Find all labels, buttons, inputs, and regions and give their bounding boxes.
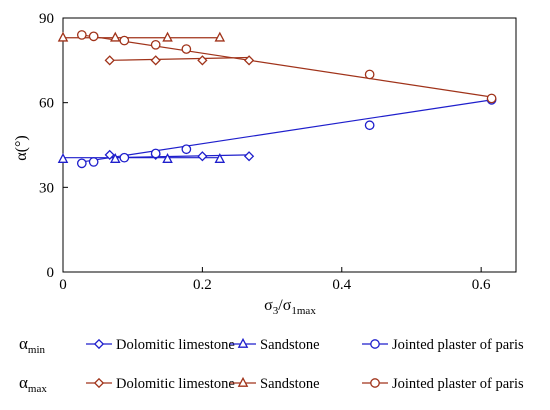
legend-group-sub: min: [28, 344, 46, 356]
legend-group-label: αmax: [19, 373, 47, 395]
x-tick-label: 0: [59, 277, 67, 293]
data-point: [197, 151, 208, 162]
legend-entry-label: Sandstone: [260, 337, 320, 353]
axis-ticks: 0 0.2 0.4 0.6 0 30 60 90: [39, 11, 491, 293]
x-axis-title-sub: 1max: [291, 305, 316, 317]
data-point: [181, 144, 192, 155]
x-tick-label: 0.4: [332, 277, 351, 293]
y-tick-label: 30: [39, 180, 54, 196]
y-tick-label: 0: [47, 265, 55, 281]
x-axis-title: σ3/σ1max: [264, 297, 316, 317]
fit-line: [81, 34, 492, 98]
data-point: [109, 31, 121, 42]
fit-line: [81, 99, 492, 163]
legend-marker: [237, 337, 249, 348]
legend-group-label: αmin: [19, 334, 46, 356]
legend-marker: [370, 339, 380, 349]
data-point: [486, 93, 497, 104]
data-point: [243, 151, 255, 162]
fit-lines: [63, 34, 492, 163]
data-point: [76, 158, 87, 169]
x-axis-title-sub: 3: [273, 305, 279, 317]
y-axis-title: α(°): [13, 135, 30, 160]
legend-marker: [93, 338, 105, 350]
data-point: [364, 120, 375, 131]
x-axis-title-part: /σ: [278, 297, 291, 314]
data-point: [109, 153, 121, 163]
data-point: [162, 153, 173, 163]
x-axis-label: σ3/σ1max: [264, 297, 316, 317]
data-point: [57, 31, 69, 42]
data-point: [150, 148, 161, 159]
legend-group-symbol: α: [19, 373, 28, 392]
legend-entry-label: Dolomitic limestone: [116, 376, 235, 392]
data-point: [197, 55, 208, 66]
data-point: [88, 31, 99, 42]
data-markers: [57, 30, 497, 169]
data-point: [104, 55, 115, 66]
y-tick-label: 60: [39, 96, 54, 112]
plot-frame: [62, 17, 517, 273]
data-point: [119, 152, 130, 163]
data-point: [243, 55, 255, 66]
data-point: [181, 44, 192, 54]
legend: αmin Dolomitic limestone Sandstone Jointed …: [19, 334, 524, 395]
data-point: [57, 153, 69, 163]
legend-group-sub: max: [28, 383, 47, 395]
y-tick-label: 90: [39, 11, 54, 27]
data-point: [364, 69, 375, 80]
legend-marker: [237, 376, 249, 387]
legend-entry-label: Jointed plaster of paris: [392, 337, 524, 353]
data-point: [150, 55, 161, 66]
x-tick-label: 0.6: [472, 277, 491, 293]
data-point: [119, 35, 130, 46]
data-point: [150, 39, 161, 50]
data-point: [214, 153, 226, 163]
x-axis-title-part: σ: [264, 297, 273, 314]
data-point: [162, 31, 173, 42]
fit-line: [109, 56, 250, 61]
legend-group-symbol: α: [19, 334, 28, 353]
legend-entry-label: Jointed plaster of paris: [392, 376, 524, 392]
legend-entry-label: Sandstone: [260, 376, 320, 392]
data-point: [214, 31, 226, 42]
y-axis-label: α(°): [13, 135, 30, 160]
legend-marker: [93, 377, 105, 389]
legend-marker: [370, 378, 380, 388]
data-point: [88, 157, 99, 167]
legend-entry-label: Dolomitic limestone: [116, 337, 235, 353]
data-point: [76, 30, 87, 40]
data-point: [104, 149, 115, 160]
x-tick-label: 0.2: [193, 277, 212, 293]
